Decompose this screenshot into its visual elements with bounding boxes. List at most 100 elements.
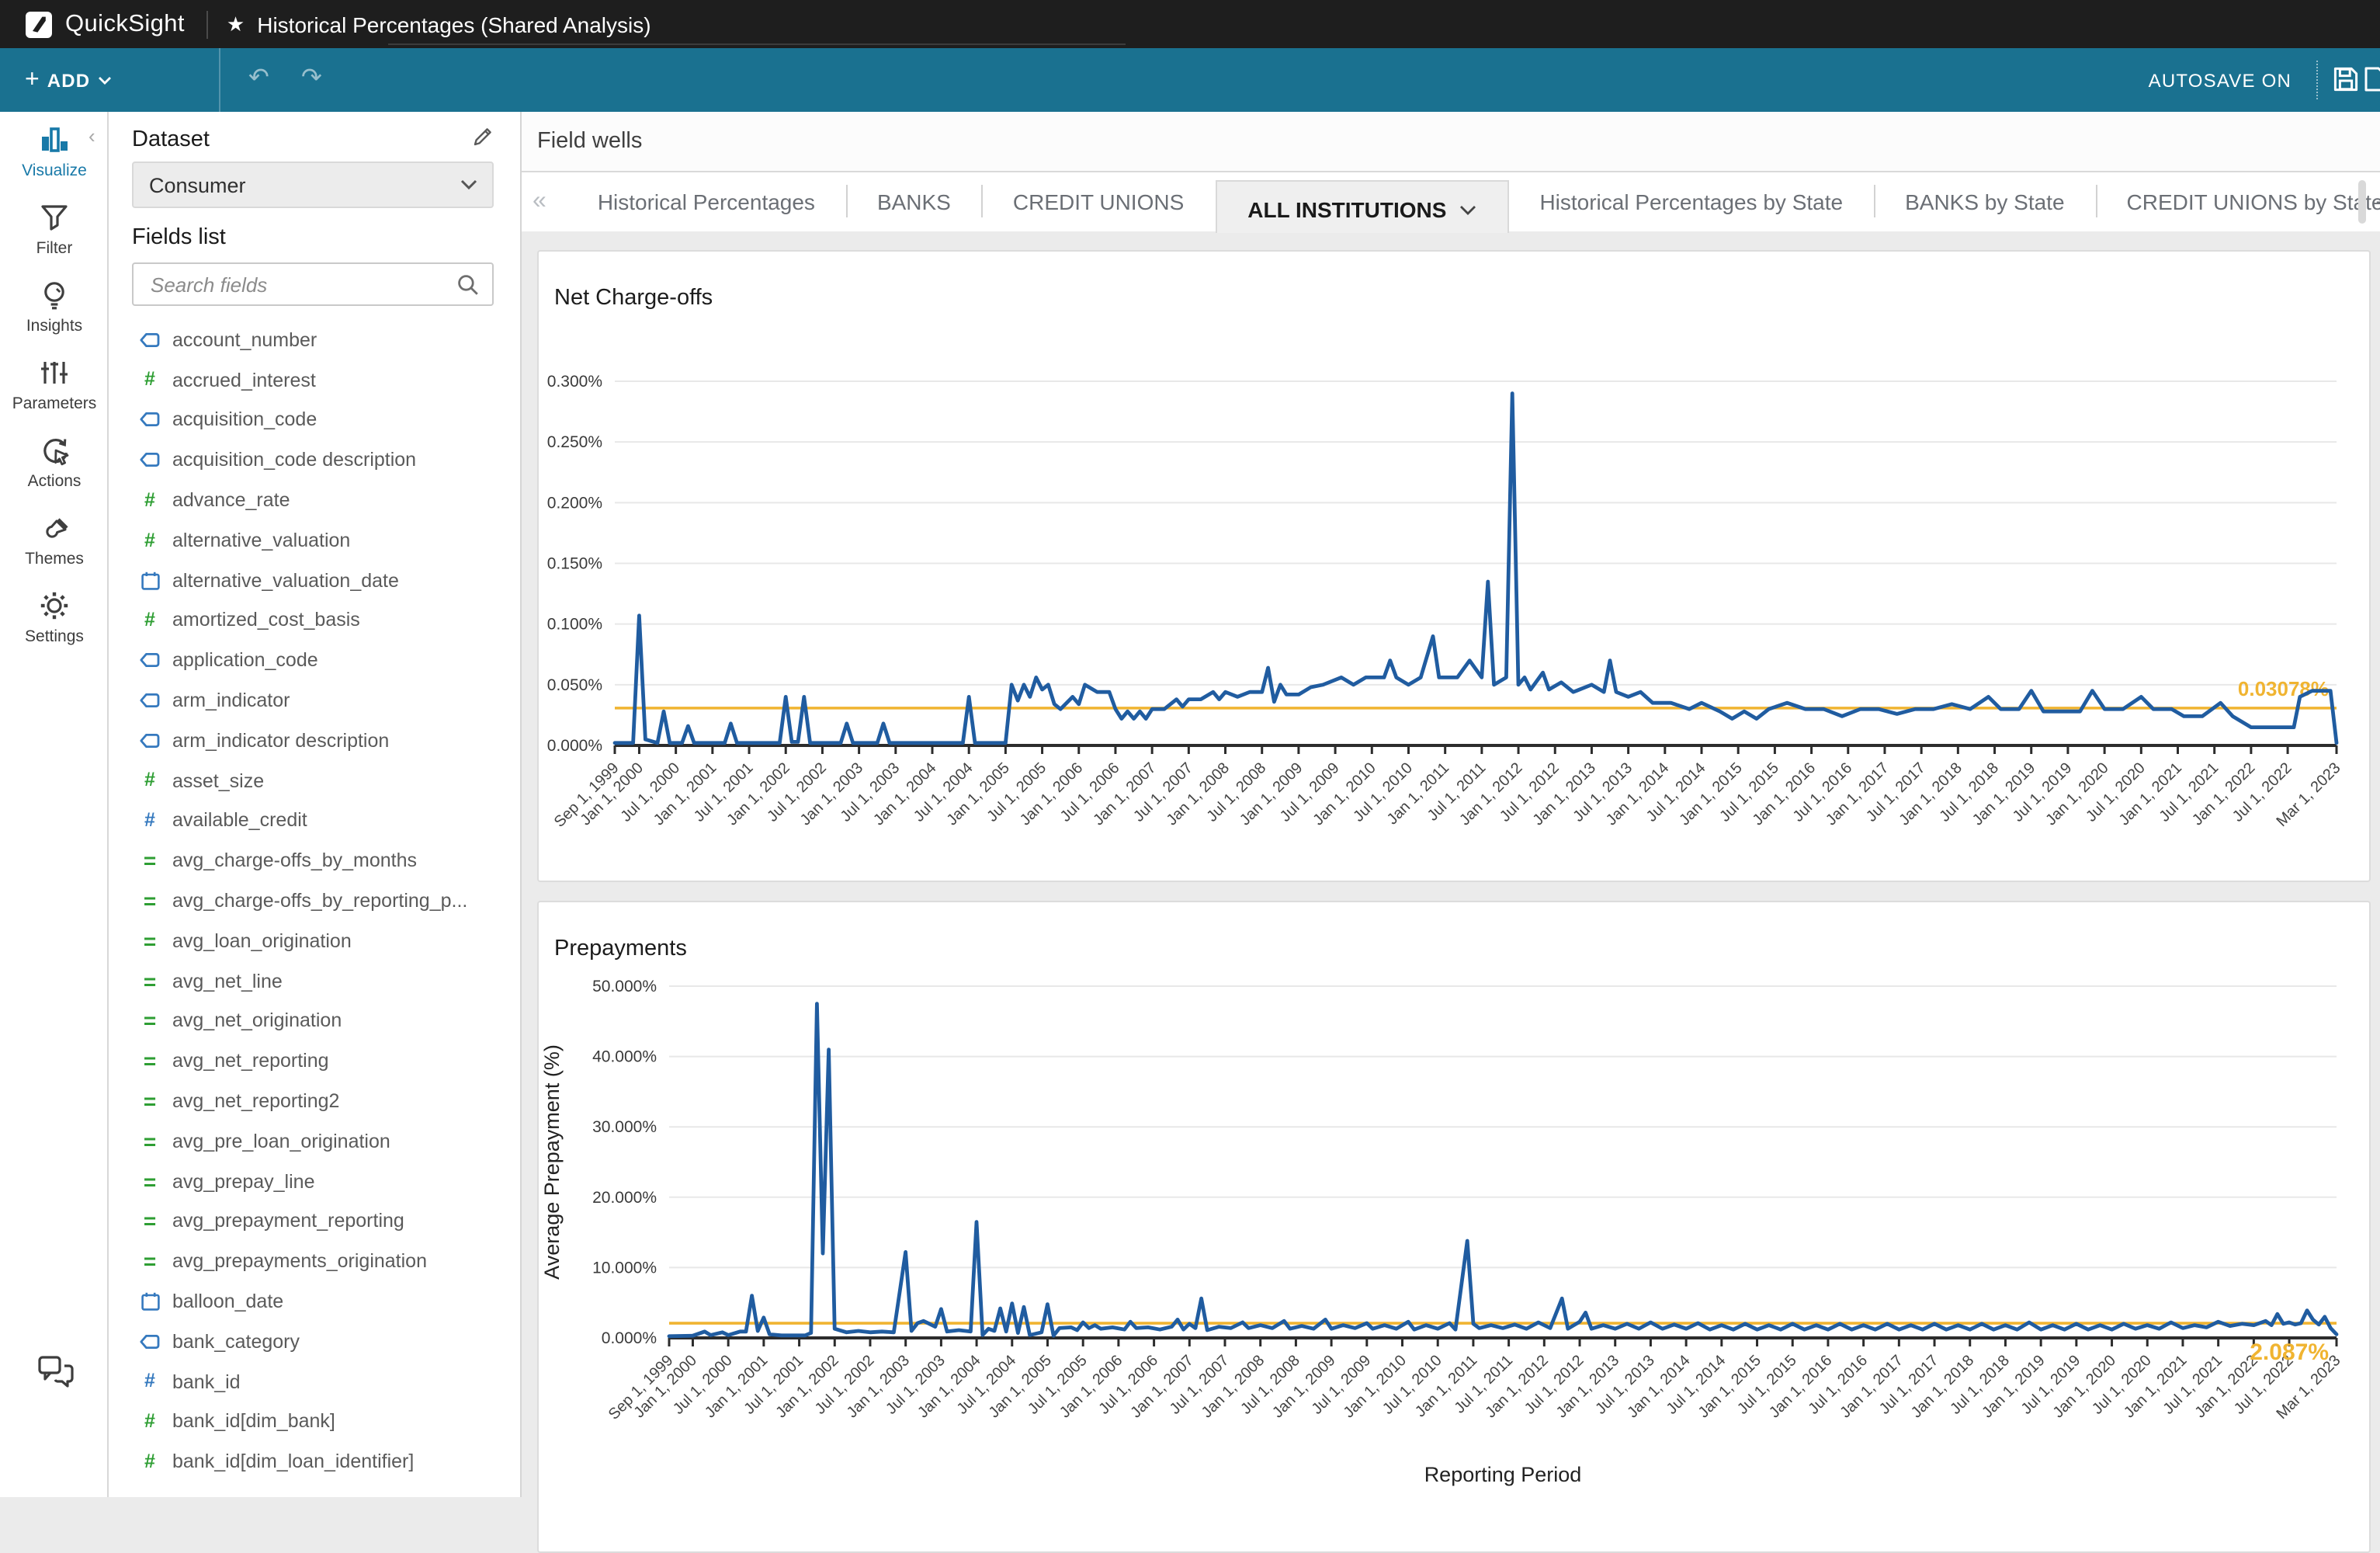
search-fields-box <box>132 262 494 306</box>
field-item[interactable]: = avg_net_reporting2 <box>109 1081 520 1121</box>
sidebar-item-label: Actions <box>27 472 82 491</box>
sidebar-item-settings[interactable]: Settings <box>0 578 109 655</box>
field-name: acquisition_code description <box>172 449 417 471</box>
sheet-tab-historical-percentages-by-state[interactable]: Historical Percentages by State <box>1508 172 1874 231</box>
search-fields-input[interactable] <box>147 271 456 297</box>
title-underline <box>388 43 1126 45</box>
field-item[interactable]: # available_credit <box>109 801 520 841</box>
calculated-field-icon: = <box>143 1128 157 1154</box>
prepayments-visual[interactable]: Prepayments 50.000% 40.000% 30.000% 20.000%… <box>537 901 2371 1553</box>
scroll-tabs-left-icon[interactable]: « <box>533 187 546 214</box>
field-item[interactable]: = avg_pre_loan_origination <box>109 1121 520 1162</box>
sidebar-item-label: Themes <box>25 550 84 568</box>
undo-icon[interactable]: ↶ <box>248 65 269 92</box>
sidebar-item-label: Parameters <box>12 394 97 413</box>
field-item[interactable]: # accrued_interest <box>109 360 520 401</box>
field-item[interactable]: = avg_charge-offs_by_months <box>109 841 520 881</box>
field-wells-bar[interactable]: Field wells <box>522 112 2380 172</box>
field-item[interactable]: = avg_prepayments_origination <box>109 1242 520 1282</box>
favorite-star-icon[interactable]: ★ <box>226 12 245 35</box>
save-icon[interactable] <box>2332 65 2360 93</box>
sidebar-item-actions[interactable]: Actions <box>0 422 109 500</box>
calculated-field-icon: = <box>143 1249 157 1274</box>
dataset-select[interactable]: Consumer <box>132 162 494 208</box>
field-item[interactable]: alternative_valuation_date <box>109 561 520 601</box>
field-name: avg_pre_loan_origination <box>172 1130 390 1152</box>
sheet-tab-credit-unions[interactable]: CREDIT UNIONS <box>981 172 1215 231</box>
bar-chart-icon <box>42 127 68 152</box>
redo-icon[interactable]: ↷ <box>301 65 322 92</box>
field-name: avg_net_reporting2 <box>172 1090 340 1113</box>
net-charge-offs-visual[interactable]: Net Charge-offs 0.300% 0.250% 0.200% 0.150%… <box>537 249 2371 882</box>
main-content: Field wells « Historical Percentages BANK… <box>522 112 2380 1553</box>
field-item[interactable]: = avg_net_origination <box>109 1001 520 1041</box>
field-item[interactable]: application_code <box>109 641 520 681</box>
calculated-field-icon: = <box>143 1008 157 1034</box>
field-item[interactable]: = avg_net_reporting <box>109 1041 520 1082</box>
field-item[interactable]: # bank_id[dim_bank] <box>109 1402 520 1442</box>
field-item[interactable]: = avg_charge-offs_by_reporting_p... <box>109 881 520 921</box>
string-field-icon <box>140 1334 160 1349</box>
field-item[interactable]: account_number <box>109 320 520 360</box>
sheet-tab-credit-unions-by-state[interactable]: CREDIT UNIONS by State <box>2095 172 2380 231</box>
field-item[interactable]: # bank_id[dim_loan_identifier] <box>109 1442 520 1482</box>
sidebar-item-label: Filter <box>36 239 73 258</box>
sheet-tab-all-institutions[interactable]: ALL INSTITUTIONS <box>1215 180 1509 234</box>
calculated-field-icon: = <box>143 1208 157 1234</box>
y-axis-tick-label: 0.150% <box>547 554 602 572</box>
y-axis-tick-label: 50.000% <box>592 978 657 995</box>
y-axis-title: Average Prepayment (%) <box>540 1044 564 1280</box>
plus-icon: + <box>25 66 40 92</box>
sheet-tab-label: CREDIT UNIONS <box>1012 189 1185 214</box>
field-name: bank_id[dim_bank] <box>172 1410 335 1433</box>
autosave-toggle[interactable]: AUTOSAVE ON <box>2149 48 2292 112</box>
field-name: avg_prepayment_reporting <box>172 1210 404 1232</box>
field-item[interactable]: # advance_rate <box>109 480 520 520</box>
numeric-field-icon: # <box>144 769 155 791</box>
field-item[interactable]: arm_indicator <box>109 680 520 721</box>
field-item[interactable]: acquisition_code description <box>109 440 520 481</box>
sidebar-item-insights[interactable]: Insights <box>0 267 109 345</box>
add-button[interactable]: + ADD <box>25 66 112 92</box>
numeric-field-icon: # <box>144 1370 155 1392</box>
field-name: acquisition_code <box>172 408 317 431</box>
field-item[interactable]: # asset_size <box>109 761 520 801</box>
top-app-bar: QuickSight ★ Historical Percentages (Sha… <box>0 0 2380 48</box>
tab-scrollbar[interactable] <box>2358 180 2366 224</box>
sidebar-item-themes[interactable]: Themes <box>0 500 109 578</box>
field-item[interactable]: bank_category <box>109 1322 520 1362</box>
sidebar-item-parameters[interactable]: Parameters <box>0 345 109 422</box>
chevron-down-icon[interactable] <box>1459 205 1476 216</box>
feedback-icon[interactable] <box>37 1354 75 1388</box>
series-average_prepayment <box>667 1002 2339 1339</box>
field-item[interactable]: # bank_id <box>109 1361 520 1402</box>
sheet-tab-banks-by-state[interactable]: BANKS by State <box>1874 172 2095 231</box>
sheet-tab-historical-percentages[interactable]: Historical Percentages <box>567 172 846 231</box>
numeric-field-icon: # <box>144 809 155 832</box>
sidebar-item-filter[interactable]: Filter <box>0 189 109 267</box>
export-icon[interactable] <box>2361 65 2380 93</box>
field-item[interactable]: = avg_net_line <box>109 961 520 1002</box>
add-button-label: ADD <box>47 69 91 91</box>
field-item[interactable]: arm_indicator description <box>109 721 520 761</box>
field-item[interactable]: = avg_loan_origination <box>109 921 520 961</box>
chevron-down-icon <box>460 179 477 190</box>
panel-collapse-icon[interactable]: ‹ <box>88 124 95 148</box>
search-icon[interactable] <box>456 273 480 296</box>
field-item[interactable]: # amortized_cost_basis <box>109 600 520 641</box>
field-name: alternative_valuation <box>172 529 351 551</box>
edit-dataset-pencil-icon[interactable] <box>472 126 494 148</box>
chart-title: Prepayments <box>554 936 687 961</box>
analysis-toolbar: + ADD ↶ ↷ AUTOSAVE ON <box>0 48 2380 112</box>
field-item[interactable]: acquisition_code <box>109 400 520 440</box>
sidebar-item-visualize[interactable]: Visualize <box>0 112 109 189</box>
y-axis-tick-label: 0.050% <box>547 676 602 693</box>
field-item[interactable]: = avg_prepayment_reporting <box>109 1201 520 1242</box>
add-sheet-plus-icon[interactable]: + <box>2375 188 2380 219</box>
field-item[interactable]: balloon_date <box>109 1281 520 1322</box>
field-item[interactable]: # alternative_valuation <box>109 520 520 561</box>
sheet-tab-banks[interactable]: BANKS <box>845 172 982 231</box>
field-item[interactable]: = avg_prepay_line <box>109 1161 520 1201</box>
field-name: available_credit <box>172 809 307 832</box>
field-name: bank_id[dim_loan_identifier] <box>172 1451 415 1473</box>
